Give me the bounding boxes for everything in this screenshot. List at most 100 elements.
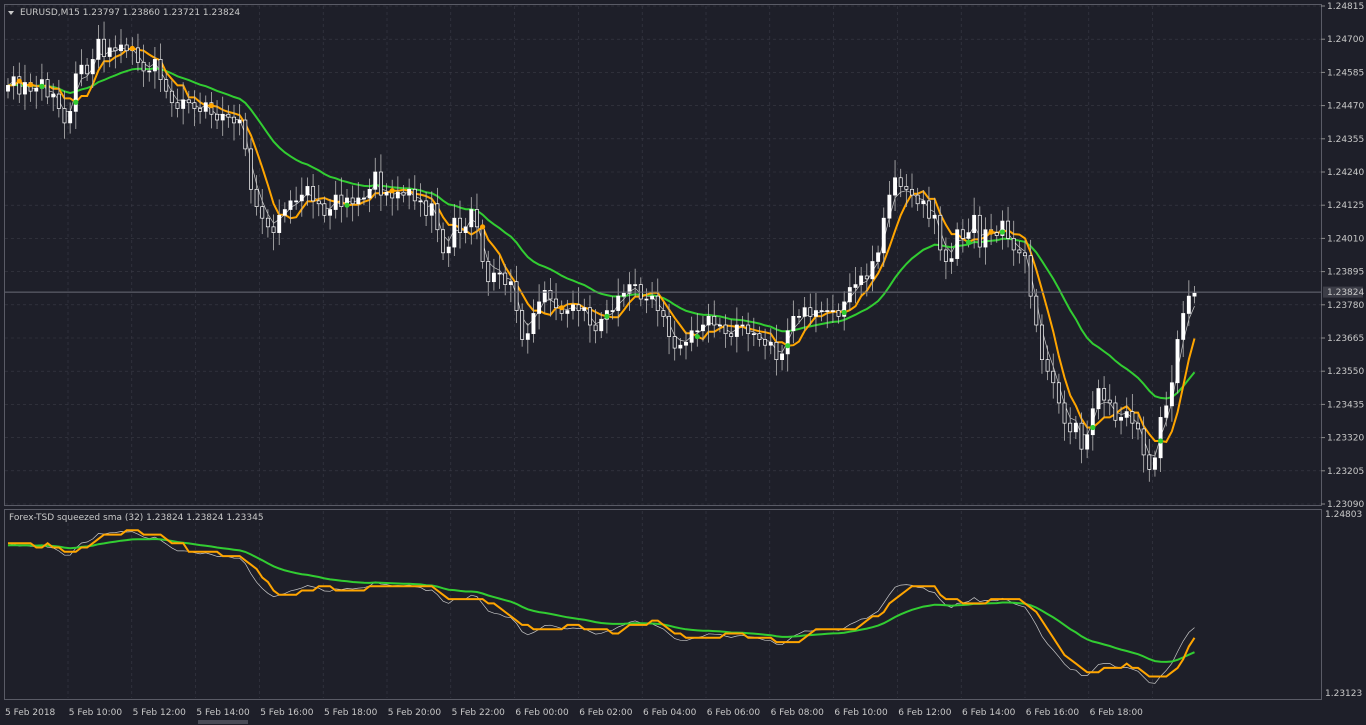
- bear-candle[interactable]: [1034, 295, 1039, 326]
- bear-candle[interactable]: [1006, 220, 1011, 239]
- bull-candle[interactable]: [407, 188, 412, 196]
- bull-candle[interactable]: [1000, 220, 1005, 236]
- bear-candle[interactable]: [271, 226, 276, 233]
- bear-candle[interactable]: [904, 186, 909, 190]
- bull-candle[interactable]: [356, 197, 361, 205]
- bull-candle[interactable]: [237, 119, 242, 124]
- bear-candle[interactable]: [836, 310, 841, 317]
- bull-candle[interactable]: [525, 333, 530, 340]
- bear-candle[interactable]: [667, 315, 672, 337]
- bear-candle[interactable]: [45, 79, 50, 98]
- bull-candle[interactable]: [644, 298, 649, 301]
- bear-candle[interactable]: [763, 339, 768, 346]
- bull-candle[interactable]: [949, 258, 954, 262]
- bear-candle[interactable]: [672, 336, 677, 349]
- bear-candle[interactable]: [226, 113, 231, 118]
- bear-candle[interactable]: [1017, 249, 1022, 254]
- bull-candle[interactable]: [282, 209, 287, 216]
- bear-candle[interactable]: [548, 290, 553, 300]
- bull-candle[interactable]: [650, 295, 655, 300]
- bear-candle[interactable]: [1136, 422, 1140, 430]
- bear-candle[interactable]: [554, 298, 559, 309]
- bear-candle[interactable]: [757, 333, 762, 340]
- bear-candle[interactable]: [486, 261, 491, 283]
- bull-candle[interactable]: [367, 188, 372, 199]
- bear-candle[interactable]: [124, 44, 129, 52]
- bull-candle[interactable]: [181, 99, 186, 109]
- bear-candle[interactable]: [339, 194, 344, 207]
- bull-candle[interactable]: [277, 214, 282, 233]
- bear-candle[interactable]: [661, 310, 666, 317]
- bull-candle[interactable]: [362, 197, 366, 200]
- bear-candle[interactable]: [655, 295, 660, 311]
- bear-candle[interactable]: [514, 281, 519, 311]
- bull-candle[interactable]: [1186, 295, 1191, 314]
- bull-candle[interactable]: [1164, 405, 1169, 418]
- bull-candle[interactable]: [819, 310, 824, 312]
- bear-candle[interactable]: [520, 310, 525, 340]
- bull-candle[interactable]: [23, 82, 27, 95]
- bear-candle[interactable]: [1062, 402, 1067, 424]
- bear-candle[interactable]: [723, 324, 728, 335]
- bull-candle[interactable]: [542, 290, 547, 303]
- bull-candle[interactable]: [1096, 388, 1101, 410]
- bull-candle[interactable]: [932, 214, 937, 219]
- bull-candle[interactable]: [921, 200, 926, 205]
- time-axis[interactable]: 5 Feb 2018 5 Feb 10:00 5 Feb 12:00 5 Feb 14…: [5, 708, 1143, 718]
- bull-candle[interactable]: [152, 59, 157, 72]
- price-axis[interactable]: 1.24815 1.24700 1.24585 1.24470 1.24355 1.242…: [1321, 2, 1364, 510]
- bear-candle[interactable]: [158, 59, 163, 80]
- bear-candle[interactable]: [977, 214, 982, 248]
- bear-candle[interactable]: [1079, 422, 1084, 450]
- bull-candle[interactable]: [469, 209, 474, 228]
- bull-candle[interactable]: [983, 229, 988, 248]
- candlesticks[interactable]: [6, 21, 1197, 482]
- bear-candle[interactable]: [938, 214, 943, 251]
- collapse-arrow-icon[interactable]: [8, 11, 14, 15]
- bull-candle[interactable]: [463, 226, 468, 233]
- bull-candle[interactable]: [531, 313, 536, 335]
- bull-candle[interactable]: [565, 310, 570, 314]
- bull-candle[interactable]: [633, 284, 638, 286]
- bear-candle[interactable]: [141, 61, 146, 72]
- bull-candle[interactable]: [571, 304, 575, 311]
- bull-candle[interactable]: [695, 330, 700, 333]
- bear-candle[interactable]: [322, 203, 327, 216]
- bull-candle[interactable]: [79, 64, 84, 75]
- bull-candle[interactable]: [1175, 339, 1180, 384]
- bull-candle[interactable]: [599, 318, 604, 332]
- bull-candle[interactable]: [220, 113, 225, 121]
- bear-candle[interactable]: [1068, 422, 1073, 433]
- bear-candle[interactable]: [587, 307, 592, 326]
- bull-candle[interactable]: [1192, 292, 1197, 297]
- bull-candle[interactable]: [621, 292, 626, 297]
- bear-candle[interactable]: [424, 200, 429, 216]
- bear-candle[interactable]: [265, 217, 270, 228]
- bull-candle[interactable]: [1073, 422, 1078, 433]
- bull-candle[interactable]: [847, 287, 852, 303]
- bull-candle[interactable]: [90, 59, 95, 75]
- bear-candle[interactable]: [209, 102, 214, 115]
- bull-candle[interactable]: [610, 310, 615, 312]
- bear-candle[interactable]: [576, 304, 581, 311]
- bull-candle[interactable]: [418, 200, 423, 203]
- bear-candle[interactable]: [136, 47, 140, 63]
- bull-candle[interactable]: [491, 272, 496, 283]
- bear-candle[interactable]: [316, 200, 321, 205]
- bear-candle[interactable]: [164, 79, 169, 92]
- bear-candle[interactable]: [169, 90, 174, 104]
- bear-candle[interactable]: [311, 186, 316, 202]
- bull-candle[interactable]: [299, 194, 304, 202]
- bear-candle[interactable]: [186, 99, 191, 104]
- bear-candle[interactable]: [910, 188, 914, 196]
- bull-candle[interactable]: [734, 324, 739, 337]
- bull-candle[interactable]: [972, 214, 977, 233]
- bear-candle[interactable]: [378, 171, 383, 196]
- bear-candle[interactable]: [1028, 255, 1033, 297]
- bear-candle[interactable]: [85, 64, 90, 75]
- bull-candle[interactable]: [859, 275, 864, 285]
- bull-candle[interactable]: [1169, 382, 1174, 407]
- bull-candle[interactable]: [717, 324, 722, 327]
- bear-candle[interactable]: [412, 188, 417, 202]
- bull-candle[interactable]: [582, 307, 587, 311]
